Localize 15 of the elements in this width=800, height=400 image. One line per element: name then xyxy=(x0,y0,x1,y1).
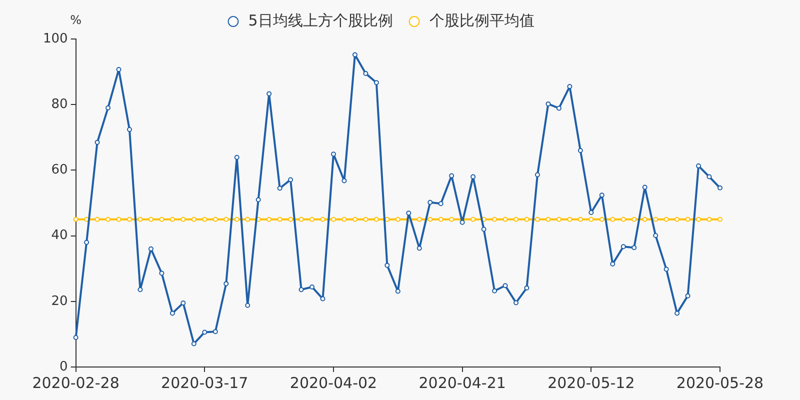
y-tick-label: 40 xyxy=(51,228,68,244)
x-tick-label: 2020-05-28 xyxy=(676,374,764,392)
x-tick-label: 2020-03-17 xyxy=(161,374,248,392)
legend-label: 个股比例平均值 xyxy=(429,11,534,30)
x-tick-label: 2020-04-21 xyxy=(418,374,506,392)
legend-label: 5日均线上方个股比例 xyxy=(248,11,393,30)
x-tick-label: 2020-05-12 xyxy=(548,374,635,392)
x-tick-label: 2020-04-02 xyxy=(290,374,378,392)
y-tick-label: 60 xyxy=(51,162,68,178)
y-tick-label: 20 xyxy=(51,294,68,309)
x-tick-label: 2020-02-28 xyxy=(32,374,120,392)
y-tick-label: 80 xyxy=(51,96,68,112)
y-tick-label: 0 xyxy=(60,359,68,374)
y-tick-label: 100 xyxy=(42,31,68,46)
y-axis-title: % xyxy=(70,13,82,28)
